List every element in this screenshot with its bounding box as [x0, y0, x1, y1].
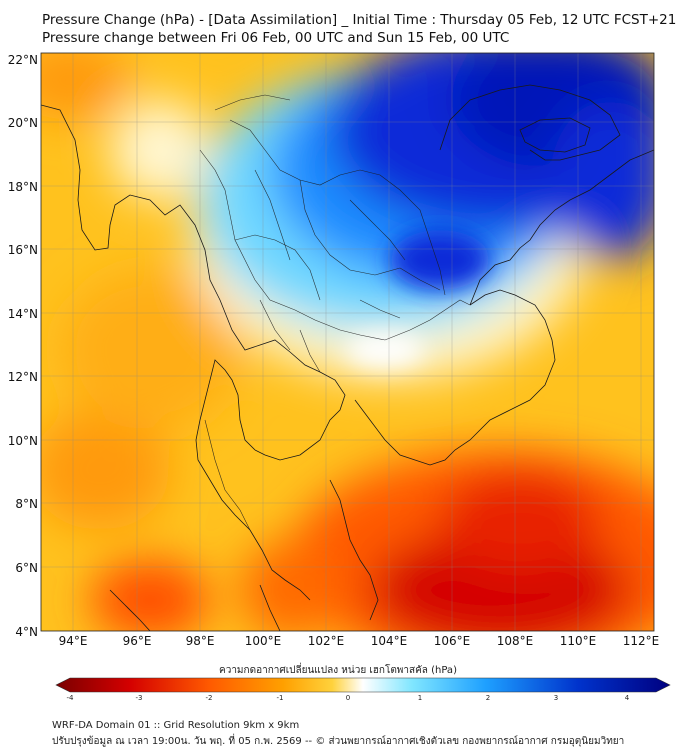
- graticule: [41, 53, 654, 631]
- lon-label: 94°E: [59, 634, 88, 648]
- colorbar-tick: -3: [136, 694, 143, 702]
- lon-label: 112°E: [623, 634, 660, 648]
- lon-label: 96°E: [123, 634, 152, 648]
- lon-label: 100°E: [245, 634, 282, 648]
- map-title: Pressure Change (hPa) - [Data Assimilati…: [42, 12, 676, 28]
- pressure-field: [41, 53, 654, 631]
- map-frame: [40, 52, 655, 632]
- lat-label: 4°N: [15, 625, 38, 639]
- lat-label: 14°N: [8, 307, 38, 321]
- lat-label: 18°N: [8, 180, 38, 194]
- lat-label: 6°N: [15, 561, 38, 575]
- lat-axis: 22°N 20°N 18°N 16°N 14°N 12°N 10°N 8°N 6…: [8, 53, 38, 639]
- footer-model-info: WRF-DA Domain 01 :: Grid Resolution 9km …: [52, 720, 300, 731]
- country-borders: [199, 94, 471, 531]
- lat-label: 10°N: [8, 434, 38, 448]
- map-subtitle: Pressure change between Fri 06 Feb, 00 U…: [42, 30, 510, 46]
- colorbar-label: ความกดอากาศเปลี่ยนแปลง หน่วย เฮกโตพาสคัล…: [219, 665, 457, 676]
- colorbar-tick: -4: [67, 694, 75, 702]
- lat-label: 22°N: [8, 53, 38, 67]
- colorbar-tick: -1: [277, 694, 284, 702]
- colorbar-tick: 4: [625, 694, 630, 702]
- colorbar-tick: 0: [346, 694, 350, 702]
- colorbar-tick: 3: [554, 694, 558, 702]
- lon-label: 110°E: [560, 634, 597, 648]
- lat-label: 8°N: [15, 497, 38, 511]
- lon-label: 98°E: [186, 634, 215, 648]
- lat-label: 20°N: [8, 116, 38, 130]
- coastlines: [41, 84, 654, 631]
- lon-label: 102°E: [308, 634, 345, 648]
- colorbar-bar: [55, 677, 671, 693]
- colorbar-tick: -2: [206, 694, 213, 702]
- lon-label: 104°E: [371, 634, 408, 648]
- colorbar-tick: 2: [486, 694, 490, 702]
- colorbar: -4 -3 -2 -1 0 1 2 3 4: [55, 677, 671, 702]
- lat-label: 12°N: [8, 370, 38, 384]
- colorbar-tick: 1: [418, 694, 422, 702]
- lon-label: 106°E: [434, 634, 471, 648]
- footer-credit: ปรับปรุงข้อมูล ณ เวลา 19:00น. วัน พฤ. ที…: [52, 736, 625, 747]
- lat-label: 16°N: [8, 243, 38, 257]
- lon-label: 108°E: [497, 634, 534, 648]
- lon-axis: 94°E 96°E 98°E 100°E 102°E 104°E 106°E 1…: [59, 634, 660, 648]
